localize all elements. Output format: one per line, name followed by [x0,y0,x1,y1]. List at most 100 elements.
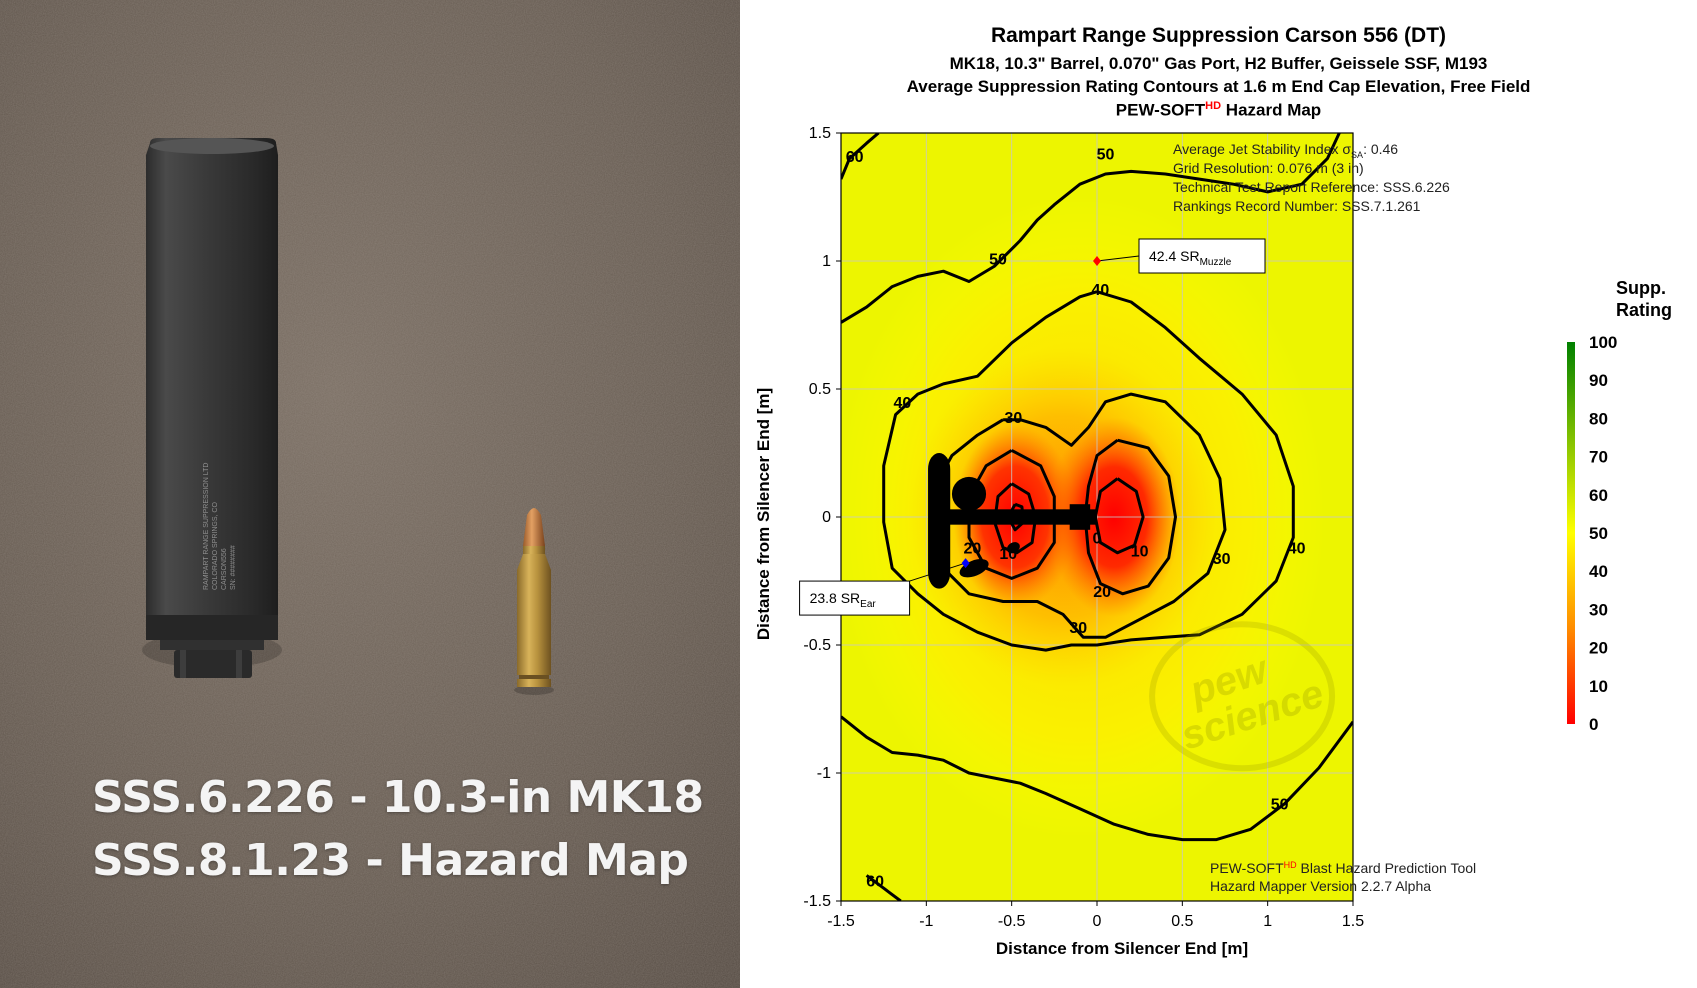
chart-subtitle-1: MK18, 10.3" Barrel, 0.070" Gas Port, H2 … [949,54,1488,73]
hazard-map-panel: Rampart Range Suppression Carson 556 (DT… [740,0,1697,988]
contour-lines [841,133,1353,901]
point-marker [961,558,970,569]
chart-title: Rampart Range Suppression Carson 556 (DT… [990,24,1447,47]
callout-box [1138,238,1266,274]
y-tick-label: 1.5 [809,125,831,142]
contour-label: 30 [1004,410,1022,427]
colorbar: 0 10 20 30 40 50 60 70 80 90 100 [1567,333,1617,734]
callout-value: 23.8 SR [810,590,861,606]
x-tick-label: 1.5 [1342,913,1364,930]
x-tick-label: -1 [919,913,933,930]
contour-50-top [841,133,1341,324]
contour-label: 30 [1069,620,1087,637]
contour-label: 30 [1213,551,1231,568]
y-axis-ticks: -1.5 -1 -0.5 0 0.5 1 1.5 [803,125,841,910]
engraving-line: COLORADO SPRINGS, CO [212,502,219,590]
footer-suffix: Blast Hazard Prediction Tool [1297,860,1477,876]
rifle-barrel [943,509,1097,525]
caption-line-1: SSS.6.226 - 10.3-in MK18 [92,772,704,823]
callout-sub: Ear [860,599,876,610]
x-axis-label: Distance from Silencer End [m] [996,939,1248,958]
contour-label: 40 [1288,541,1306,558]
silencer-body [146,138,278,678]
footer-line-1: PEW-SOFTHD Blast Hazard Prediction Tool [1210,860,1476,876]
colorbar-tick-label: 30 [1589,600,1608,619]
info-line-3: Technical Test Report Reference: SSS.6.2… [1173,179,1450,195]
footer-sup: HD [1284,860,1297,870]
contour-label: 50 [989,251,1007,268]
shooter-hand [1006,542,1020,554]
y-tick-label: -1.5 [803,893,831,910]
callout-box [799,580,911,616]
x-tick-label: 0 [1093,913,1102,930]
x-tick-label: 1 [1263,913,1272,930]
x-tick-label: -0.5 [998,913,1026,930]
footer-line-2: Hazard Mapper Version 2.2.7 Alpha [1210,878,1431,894]
colorbar-tick-label: 90 [1589,371,1608,390]
y-tick-label: 0.5 [809,381,831,398]
colorbar-gradient [1567,342,1575,724]
x-tick-label: -1.5 [827,913,855,930]
contour-10-left [993,482,1038,555]
chart-subtitle-3-prefix: PEW-SOFT [1115,100,1206,120]
info-box: Average Jet Stability Index σSA: 0.46 Gr… [1173,141,1450,214]
cartridge [514,508,554,695]
contour-50-bottom [841,715,1353,842]
engraving-line: SN: ######## [230,545,237,590]
contour-label: 60 [846,149,864,166]
engraving-line: CARSON556 [221,548,228,590]
contour-label: 50 [1271,797,1289,814]
contour-label: 20 [964,541,982,558]
callout-sub: Muzzle [1200,257,1232,268]
colorbar-title-2: Rating [1616,300,1672,320]
info-line-1-sub: SA [1351,150,1363,160]
colorbar-tick-label: 60 [1589,486,1608,505]
colorbar-tick-label: 70 [1589,448,1608,467]
photo-scene: RAMPART RANGE SUPPRESSION LTD COLORADO S… [0,0,740,988]
colorbar-tick-label: 50 [1589,524,1608,543]
footer-note: PEW-SOFTHD Blast Hazard Prediction Tool … [1210,860,1476,894]
contour-label: 40 [1092,282,1110,299]
callout-text: 23.8 SREar [810,590,877,610]
y-tick-label: 0 [822,509,831,526]
info-line-4: Rankings Record Number: SSS.7.1.261 [1173,198,1421,214]
y-tick-label: 1 [822,253,831,270]
colorbar-title-1: Supp. [1616,278,1666,298]
colorbar-tick-label: 10 [1589,677,1608,696]
contour-label: 50 [1097,146,1115,163]
colorbar-tick-label: 80 [1589,409,1608,428]
y-tick-label: -1 [817,765,831,782]
point-marker [1093,256,1101,266]
contour-label: 60 [866,874,884,891]
contour-label: 10 [1131,543,1149,560]
chart-subtitle-2: Average Suppression Rating Contours at 1… [906,77,1531,96]
engraving-line: RAMPART RANGE SUPPRESSION LTD [203,463,210,590]
silencer-shape [1069,504,1091,530]
contour-label: 0 [1093,530,1102,547]
shooter-torso [928,453,951,589]
callout-leader [1096,255,1140,262]
shooter-head [951,476,987,512]
y-tick-label: -0.5 [803,637,831,654]
colorbar-tick-label: 20 [1589,639,1608,658]
product-photo: RAMPART RANGE SUPPRESSION LTD COLORADO S… [0,0,740,988]
chart-subtitle-3-sup: HD [1205,100,1222,112]
callout-leader [909,562,966,582]
contour-20-right [1083,438,1177,596]
colorbar-tick-label: 100 [1589,333,1617,352]
y-axis-label: Distance from Silencer End [m] [754,388,773,640]
contour-40 [882,290,1295,652]
colorbar-tick-label: 0 [1589,715,1598,734]
x-tick-label: 0.5 [1171,913,1193,930]
measurement-points: 42.4 SRMuzzle 23.8 SREar [799,238,1266,616]
x-axis-ticks: -1.5 -1 -0.5 0 0.5 1 1.5 [827,901,1364,930]
contour-10-right [1093,477,1145,555]
silencer-engraving: RAMPART RANGE SUPPRESSION LTD COLORADO S… [203,463,237,590]
contour-60-top [841,133,880,180]
contour-label: 40 [894,395,912,412]
chart-subtitle-3: PEW-SOFTHD Hazard Map [740,100,1697,121]
callout-text: 42.4 SRMuzzle [1149,248,1232,268]
footer-prefix: PEW-SOFT [1210,860,1284,876]
